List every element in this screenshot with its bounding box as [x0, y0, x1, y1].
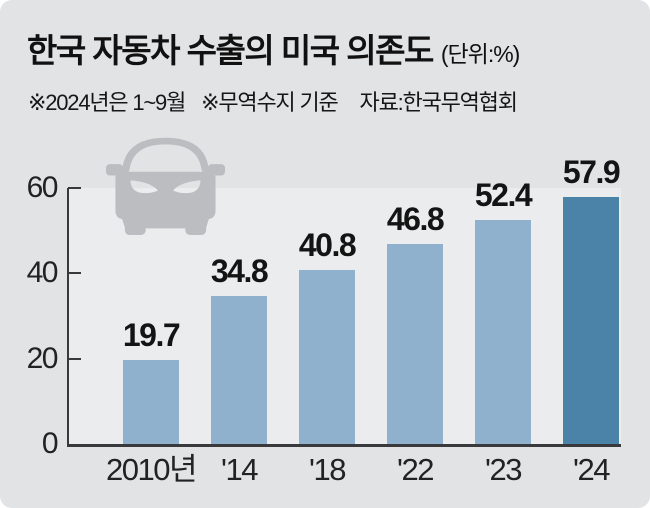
- car-mirror-left: [106, 164, 123, 176]
- y-tick-mark: [68, 357, 81, 360]
- y-tick-label: 20: [26, 341, 59, 375]
- x-tick-label: '14: [221, 452, 258, 487]
- bar-value-label: 34.8: [210, 253, 269, 289]
- bar-value-label: 19.7: [122, 317, 181, 353]
- x-tick-label: '18: [309, 452, 346, 487]
- bar-value-label: 46.8: [386, 201, 445, 237]
- bar-value-label: 52.4: [474, 177, 533, 213]
- bar: [299, 270, 355, 444]
- header: 한국 자동차 수출의 미국 의존도 (단위:%): [0, 0, 650, 72]
- car-icon: [94, 133, 237, 235]
- unit-label: (단위:%): [440, 41, 520, 67]
- bar: [563, 197, 619, 444]
- y-axis-line: [67, 188, 69, 444]
- y-tick-label: 60: [26, 171, 59, 204]
- source-label: 자료:한국무역협회: [359, 90, 518, 115]
- note-period: ※2024년은 1~9월: [28, 90, 186, 115]
- car-mirror-right: [208, 164, 225, 176]
- x-tick-label: '23: [485, 452, 522, 487]
- car-body: [115, 172, 216, 229]
- y-tick-label: 0: [41, 427, 59, 460]
- bar: [211, 296, 267, 444]
- x-tick-label: '24: [573, 452, 610, 487]
- x-tick-label: 2010년: [106, 452, 197, 487]
- page-title: 한국 자동차 수출의 미국 의존도: [27, 32, 434, 69]
- notes: ※2024년은 1~9월 ※무역수지 기준 자료:한국무역협회: [0, 72, 650, 117]
- y-tick-mark: [68, 187, 81, 189]
- y-tick-mark: [68, 272, 81, 275]
- y-tick-label: 40: [26, 256, 59, 290]
- bar: [387, 244, 443, 444]
- bar: [123, 360, 179, 444]
- bar: [475, 220, 531, 444]
- note-basis: ※무역수지 기준: [201, 90, 339, 115]
- car-cabin: [121, 137, 210, 176]
- bar-value-label: 40.8: [298, 227, 357, 263]
- x-axis-line: [67, 444, 621, 447]
- bar-value-label: 57.9: [562, 154, 621, 190]
- x-tick-label: '22: [397, 452, 434, 487]
